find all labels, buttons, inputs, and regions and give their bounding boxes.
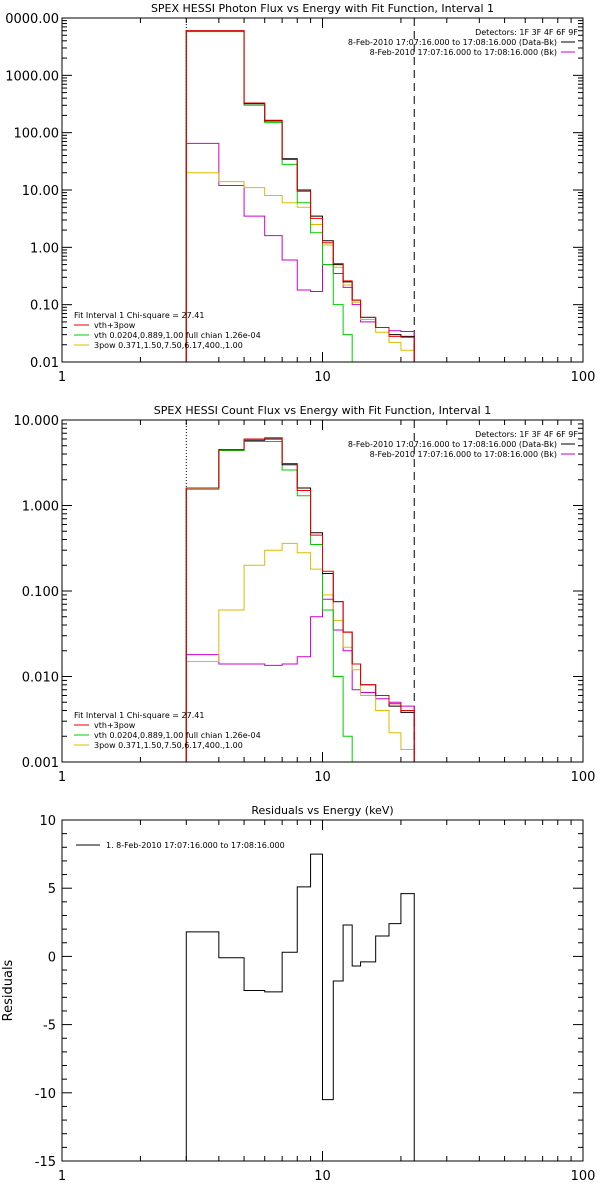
y-tick-label: 0.100 <box>22 585 59 600</box>
legend-entry-label: 1. 8-Feb-2010 17:07:16.000 to 17:08:16.0… <box>106 841 285 850</box>
chart-panel-2: SPEX HESSI Count Flux vs Energy with Fit… <box>14 404 596 785</box>
y-tick-label: -10 <box>35 1087 56 1102</box>
legend-top: Detectors: 1F 3F 4F 6F 9F8-Feb-2010 17:0… <box>348 430 579 459</box>
plot-frame <box>61 419 584 763</box>
legend-entry-label: vth+3pow <box>94 321 136 330</box>
series-line-0 <box>185 438 415 762</box>
y-tick-label: 1.000 <box>22 500 59 515</box>
legend-entry-label: 3pow 0.371,1.50,7.50,6.17,400.,1.00 <box>94 741 243 750</box>
y-tick-label: 5 <box>48 882 56 897</box>
y-tick-label: 0.10 <box>30 299 59 314</box>
y-axis: -15 -10 -5 0 5 10 <box>35 814 583 1170</box>
y-tick-label: 0.001 <box>22 756 59 771</box>
legend-bottom: Fit Interval 1 Chi-square = 27.41vth+3po… <box>74 311 261 350</box>
legend-entry-label: vth+3pow <box>94 721 136 730</box>
y-tick-label: 100.00 <box>14 127 60 142</box>
y-tick-label: 1000.00 <box>5 69 59 84</box>
y-tick-label: 0.010 <box>22 671 59 686</box>
chart-panel-3: Residuals vs Energy (keV) 1 10 100 -15 -10 -5 0… <box>1 804 596 1184</box>
x-tick-label: 1 <box>58 770 66 785</box>
legend-bottom: Fit Interval 1 Chi-square = 27.41vth+3po… <box>74 711 261 750</box>
x-axis: 1 10 100 <box>58 820 596 1184</box>
y-tick-label: 10.000 <box>14 414 60 429</box>
x-axis: 1 10 100 <box>58 420 596 785</box>
legend-detectors: Detectors: 1F 3F 4F 6F 9F <box>475 28 578 37</box>
legend-top: Detectors: 1F 3F 4F 6F 9F8-Feb-2010 17:0… <box>348 28 579 57</box>
y-tick-label: 0.01 <box>30 356 59 371</box>
series-line-1 <box>185 30 415 362</box>
legend-entry-label: vth 0.0204,0.889,1.00 full chian 1.26e-0… <box>94 331 261 340</box>
series-line-3 <box>185 172 415 362</box>
x-tick-label: 100 <box>571 1169 596 1184</box>
y-tick-label: 0000.00 <box>5 12 59 27</box>
chart-title: SPEX HESSI Count Flux vs Energy with Fit… <box>154 404 491 417</box>
y-tick-label: -15 <box>35 1155 56 1170</box>
x-tick-label: 100 <box>571 370 596 385</box>
y-axis-label: Residuals <box>1 959 16 1021</box>
series-line-0 <box>185 853 415 1161</box>
x-tick-label: 1 <box>58 370 66 385</box>
y-tick-label: 0 <box>48 950 56 965</box>
y-axis: 0.001 0.010 0.100 1.000 10.000 <box>14 414 583 771</box>
series-line-3 <box>185 542 415 762</box>
chart-title: SPEX HESSI Photon Flux vs Energy with Fi… <box>151 2 494 15</box>
y-axis: 0.01 0.10 1.00 10.00 100.00 1000.00 0000.00 <box>5 12 583 371</box>
chart-title: Residuals vs Energy (keV) <box>251 804 393 817</box>
series-group <box>185 437 415 762</box>
legend-entry-label: 8-Feb-2010 17:07:16.000 to 17:08:16.000 … <box>348 38 557 47</box>
legend-entry-label: 8-Feb-2010 17:07:16.000 to 17:08:16.000 … <box>370 450 557 459</box>
legend-fit-header: Fit Interval 1 Chi-square = 27.41 <box>74 711 204 720</box>
series-group <box>185 853 415 1161</box>
y-tick-label: 1.00 <box>30 241 59 256</box>
legend-entry-label: 8-Feb-2010 17:07:16.000 to 17:08:16.000 … <box>370 48 557 57</box>
plot-frame <box>61 819 584 1162</box>
y-tick-label: -5 <box>43 1019 56 1034</box>
legend-detectors: Detectors: 1F 3F 4F 6F 9F <box>475 430 578 439</box>
series-line-2 <box>185 441 353 762</box>
legend-entry-label: 3pow 0.371,1.50,7.50,6.17,400.,1.00 <box>94 341 243 350</box>
x-tick-label: 1 <box>58 1169 66 1184</box>
series-line-4 <box>185 598 415 762</box>
x-tick-label: 10 <box>314 770 331 785</box>
x-axis: 1 10 100 <box>58 18 596 385</box>
chart-panel-1: SPEX HESSI Photon Flux vs Energy with Fi… <box>5 2 596 385</box>
series-group <box>185 30 415 362</box>
y-tick-label: 10.00 <box>22 184 59 199</box>
series-line-4 <box>185 142 415 362</box>
x-tick-label: 100 <box>571 770 596 785</box>
y-tick-label: 10 <box>39 814 56 829</box>
x-tick-label: 10 <box>314 1169 331 1184</box>
legend: 1. 8-Feb-2010 17:07:16.000 to 17:08:16.0… <box>76 841 285 850</box>
legend-fit-header: Fit Interval 1 Chi-square = 27.41 <box>74 311 204 320</box>
series-line-0 <box>185 30 415 362</box>
x-tick-label: 10 <box>314 370 331 385</box>
plot-frame <box>61 17 584 363</box>
legend-entry-label: 8-Feb-2010 17:07:16.000 to 17:08:16.000 … <box>348 440 557 449</box>
legend-entry-label: vth 0.0204,0.889,1.00 full chian 1.26e-0… <box>94 731 261 740</box>
series-line-1 <box>185 437 415 762</box>
